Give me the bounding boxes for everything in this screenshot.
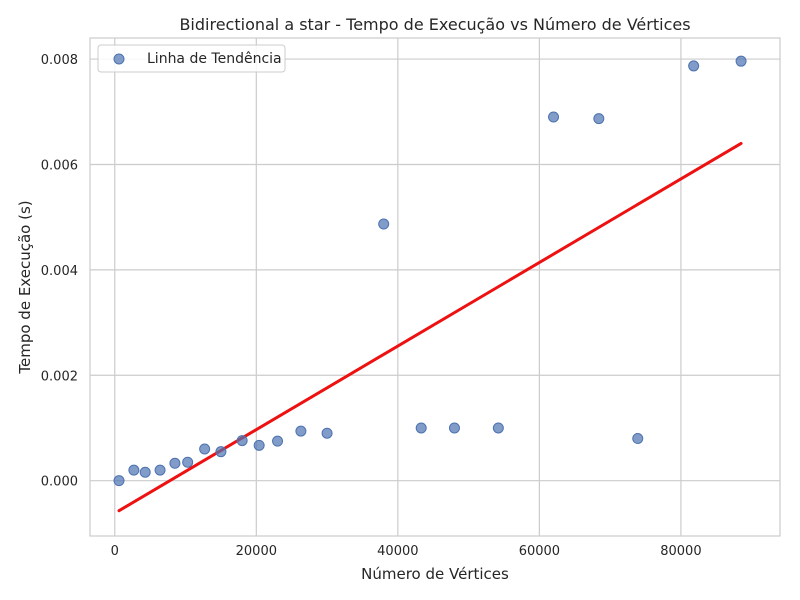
- data-point: [182, 456, 194, 468]
- y-tick-label: 0.004: [41, 264, 78, 279]
- data-point: [139, 466, 151, 478]
- y-tick-label: 0.000: [41, 475, 78, 490]
- data-point: [272, 435, 284, 447]
- x-tick-labels: 0 20000 40000 60000 80000: [111, 544, 702, 559]
- data-point: [688, 60, 700, 72]
- data-point: [735, 55, 747, 67]
- data-point: [632, 433, 644, 445]
- legend: Linha de Tendência: [97, 44, 286, 73]
- y-tick-label: 0.006: [41, 158, 78, 173]
- chart-title: Bidirectional a star - Tempo de Execução…: [179, 15, 690, 34]
- data-point: [415, 422, 427, 434]
- y-tick-labels: 0.000 0.002 0.004 0.006 0.008: [41, 53, 78, 490]
- plot-frame: [89, 37, 781, 537]
- x-axis-label: Número de Vértices: [361, 565, 509, 583]
- x-tick-label: 40000: [377, 544, 418, 559]
- legend-marker: [113, 53, 125, 65]
- data-point: [236, 435, 248, 447]
- grid: [90, 38, 780, 536]
- data-point: [253, 439, 265, 451]
- legend-box: [97, 44, 286, 73]
- data-point: [169, 457, 181, 469]
- data-point: [215, 446, 227, 458]
- x-tick-label: 0: [111, 544, 119, 559]
- data-point: [199, 443, 211, 455]
- data-point: [295, 425, 307, 437]
- y-axis-label: Tempo de Execução (s): [16, 200, 34, 374]
- data-point: [128, 464, 140, 476]
- y-tick-label: 0.002: [41, 369, 78, 384]
- legend-entry-label: Linha de Tendência: [147, 51, 282, 67]
- x-tick-label: 80000: [660, 544, 701, 559]
- data-point: [378, 218, 390, 230]
- data-point: [154, 464, 166, 476]
- data-point: [593, 113, 605, 125]
- data-point: [321, 427, 333, 439]
- data-point: [448, 422, 460, 434]
- y-tick-label: 0.008: [41, 53, 78, 68]
- scatter-points: [113, 55, 747, 487]
- x-tick-label: 60000: [519, 544, 560, 559]
- data-point: [548, 111, 560, 123]
- x-tick-label: 20000: [236, 544, 277, 559]
- data-point: [492, 422, 504, 434]
- data-point: [113, 475, 125, 487]
